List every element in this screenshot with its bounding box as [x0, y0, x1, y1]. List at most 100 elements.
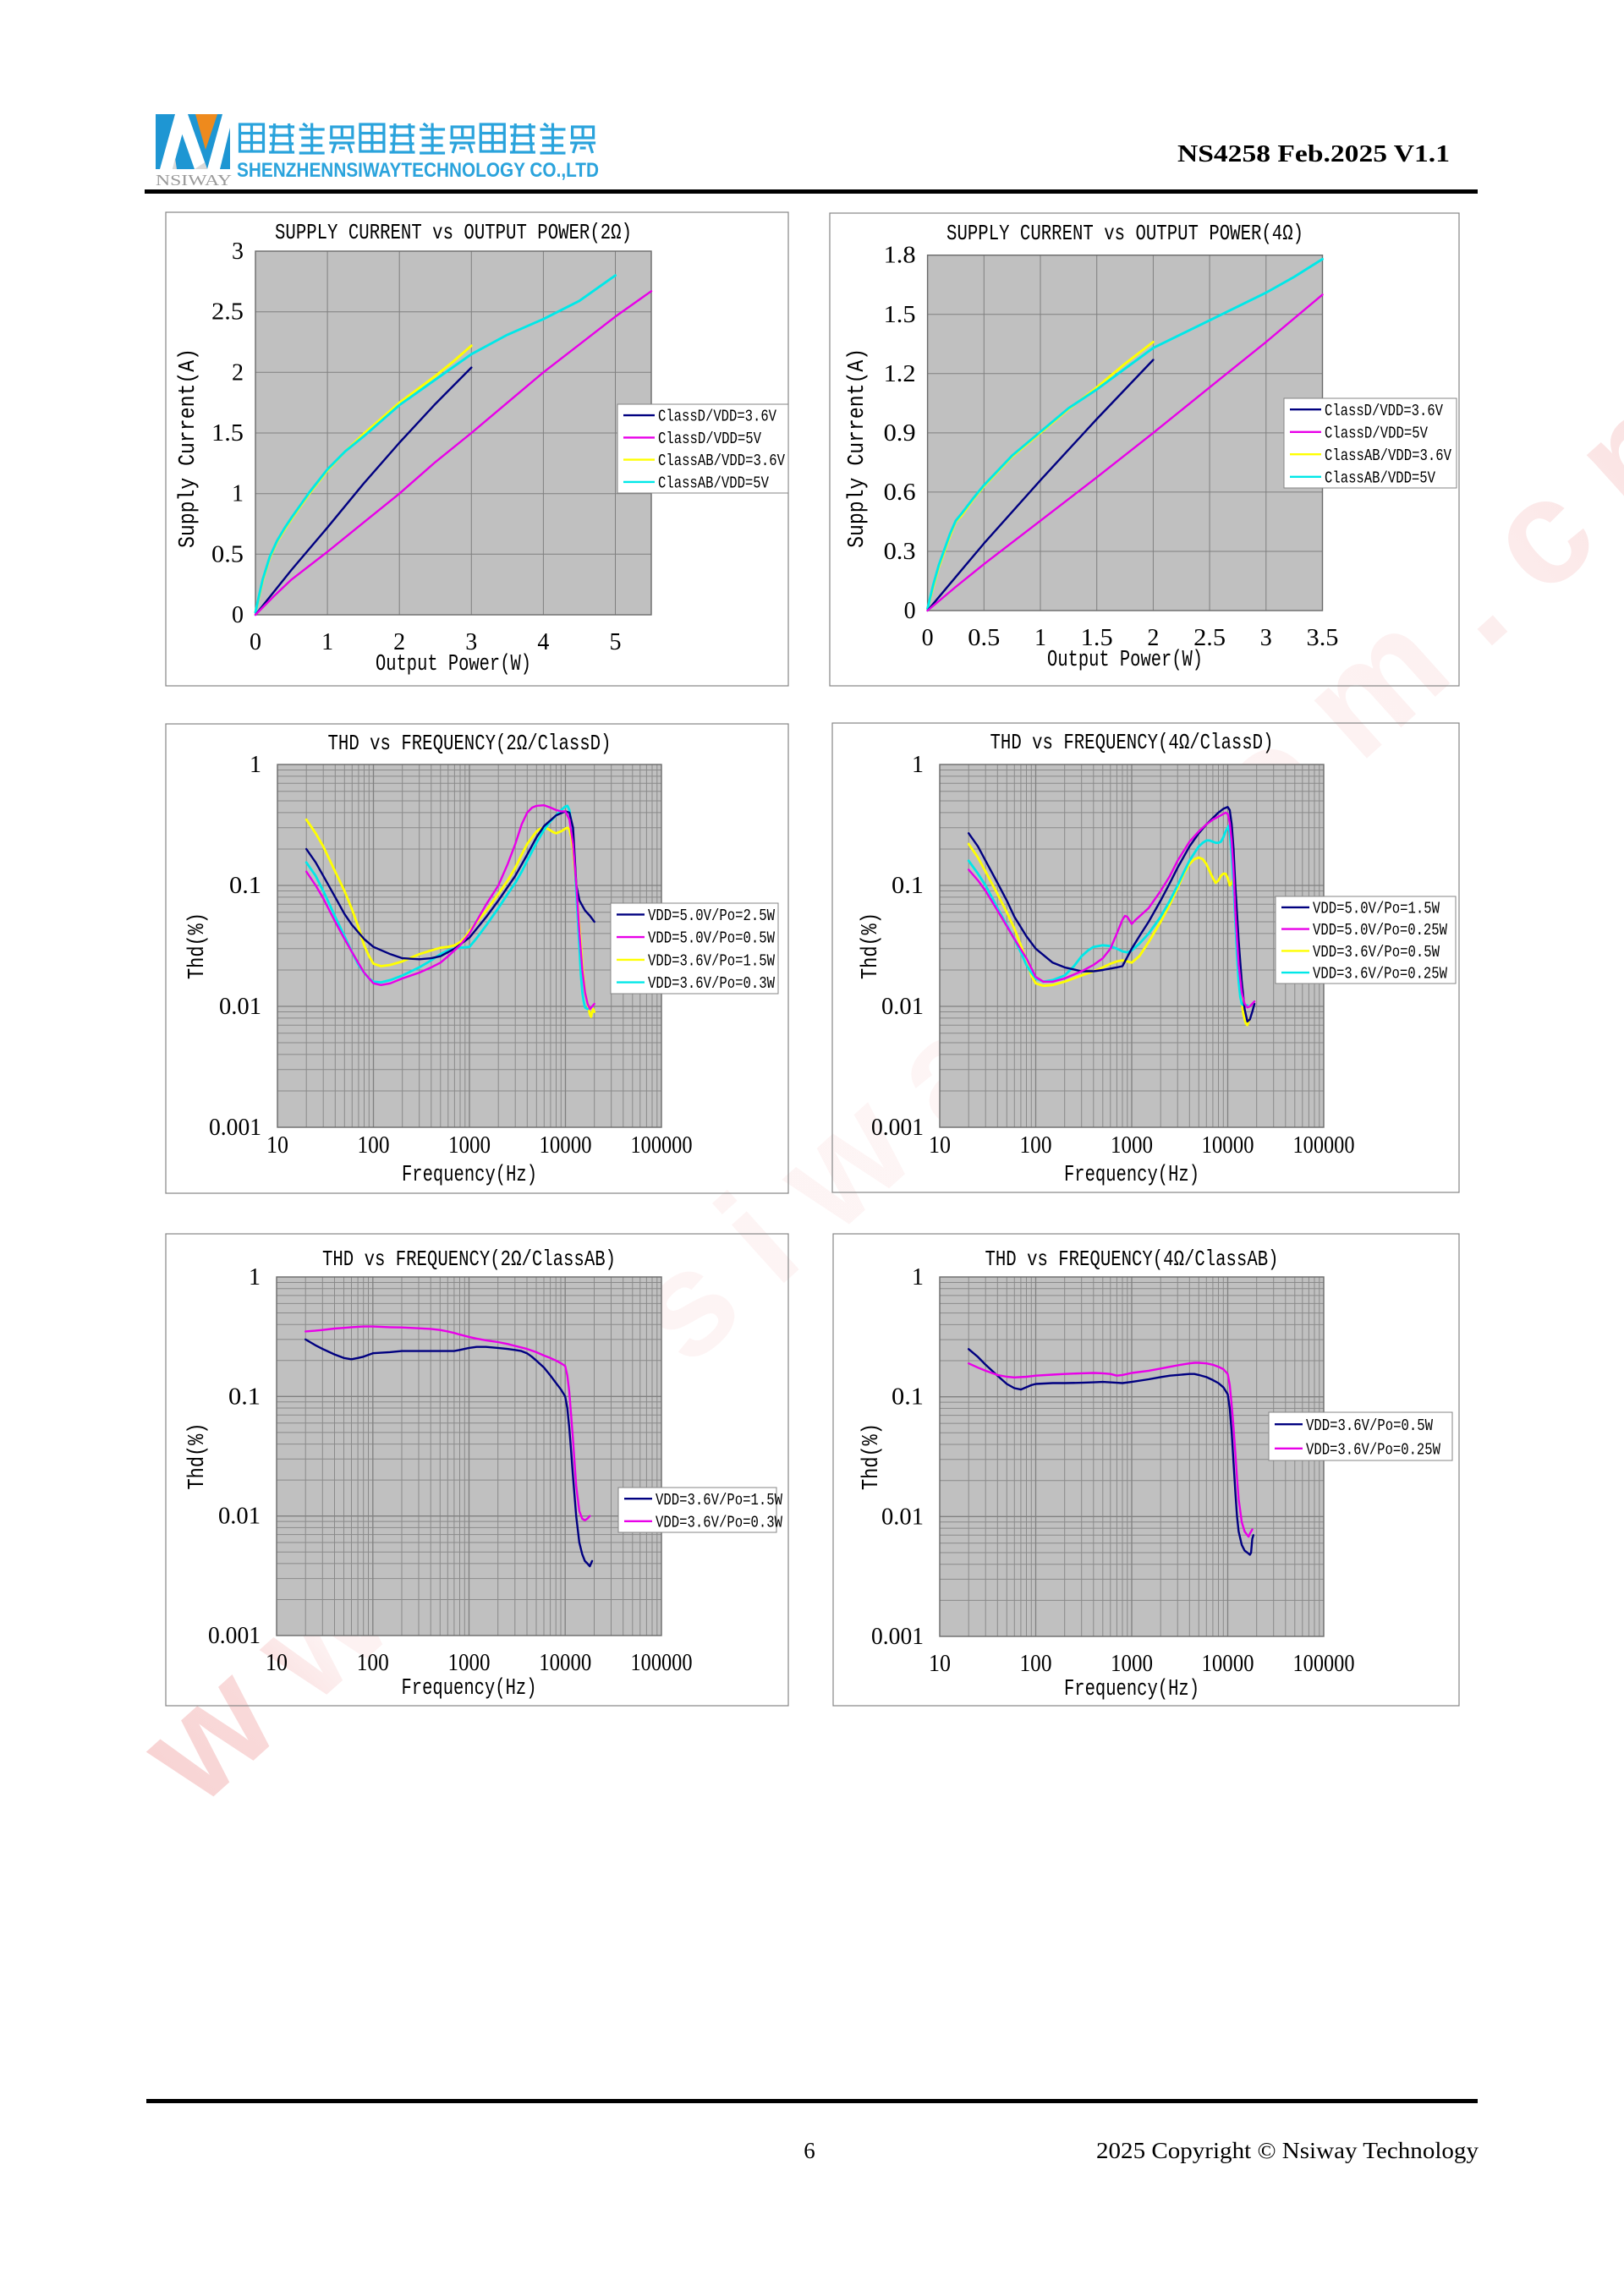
svg-text:THD vs FREQUENCY(2Ω/ClassAB): THD vs FREQUENCY(2Ω/ClassAB)	[322, 1247, 616, 1272]
svg-text:Supply Current(A): Supply Current(A)	[845, 348, 870, 548]
svg-text:10000: 10000	[540, 1132, 592, 1159]
svg-text:VDD=5.0V/Po=0.5W: VDD=5.0V/Po=0.5W	[648, 929, 775, 948]
svg-text:10: 10	[929, 1651, 951, 1677]
svg-text:VDD=3.6V/Po=0.5W: VDD=3.6V/Po=0.5W	[1313, 943, 1440, 962]
svg-text:100000: 100000	[631, 1132, 693, 1159]
svg-text:100000: 100000	[1293, 1132, 1355, 1159]
svg-text:NS4258 Feb.2025 V1.1: NS4258 Feb.2025 V1.1	[1177, 140, 1450, 167]
svg-text:1: 1	[912, 1264, 924, 1290]
svg-text:2: 2	[393, 629, 405, 655]
svg-text:0.01: 0.01	[881, 994, 924, 1020]
svg-text:3.5: 3.5	[1307, 625, 1339, 651]
svg-text:Output Power(W): Output Power(W)	[376, 652, 531, 677]
svg-text:1000: 1000	[448, 1132, 491, 1159]
svg-text:1: 1	[912, 752, 924, 778]
svg-text:Thd(%): Thd(%)	[185, 912, 211, 979]
svg-text:6: 6	[804, 2138, 815, 2163]
svg-text:ClassD/VDD=5V: ClassD/VDD=5V	[658, 430, 761, 448]
svg-text:1.2: 1.2	[884, 361, 916, 387]
svg-text:0: 0	[250, 629, 261, 655]
svg-text:1: 1	[232, 481, 244, 507]
svg-text:ClassAB/VDD=3.6V: ClassAB/VDD=3.6V	[1325, 447, 1451, 465]
svg-text:100: 100	[357, 1650, 389, 1676]
svg-text:ClassAB/VDD=5V: ClassAB/VDD=5V	[658, 474, 769, 492]
svg-text:NSIWAY: NSIWAY	[156, 172, 232, 189]
svg-text:SUPPLY CURRENT vs OUTPUT POWER: SUPPLY CURRENT vs OUTPUT POWER(2Ω)	[275, 220, 632, 245]
svg-text:10000: 10000	[1202, 1132, 1254, 1159]
svg-text:ClassAB/VDD=5V: ClassAB/VDD=5V	[1325, 469, 1435, 487]
svg-text:0.1: 0.1	[892, 873, 924, 899]
svg-text:10: 10	[929, 1132, 951, 1159]
svg-text:1: 1	[250, 752, 261, 778]
svg-text:SHENZHENNSIWAYTECHNOLOGY CO.,L: SHENZHENNSIWAYTECHNOLOGY CO.,LTD	[237, 159, 599, 182]
svg-text:3: 3	[1260, 625, 1272, 651]
svg-text:1.8: 1.8	[884, 243, 916, 269]
svg-text:0.5: 0.5	[968, 625, 1000, 651]
svg-text:1.5: 1.5	[211, 420, 244, 447]
svg-text:ClassD/VDD=3.6V: ClassD/VDD=3.6V	[1325, 402, 1443, 420]
svg-text:Frequency(Hz): Frequency(Hz)	[402, 1163, 537, 1188]
svg-text:Output Power(W): Output Power(W)	[1047, 648, 1203, 673]
svg-text:SUPPLY CURRENT vs OUTPUT POWER: SUPPLY CURRENT vs OUTPUT POWER(4Ω)	[946, 221, 1303, 246]
svg-text:2: 2	[232, 359, 244, 386]
svg-text:10: 10	[266, 1132, 288, 1159]
svg-text:0.001: 0.001	[209, 1115, 261, 1141]
svg-text:VDD=3.6V/Po=1.5W: VDD=3.6V/Po=1.5W	[648, 951, 775, 970]
svg-text:10: 10	[266, 1650, 288, 1676]
svg-text:0: 0	[922, 625, 934, 651]
svg-text:1.5: 1.5	[884, 302, 916, 328]
svg-text:1000: 1000	[448, 1650, 491, 1676]
svg-text:VDD=3.6V/Po=1.5W: VDD=3.6V/Po=1.5W	[656, 1491, 782, 1510]
svg-text:0.5: 0.5	[211, 541, 244, 567]
svg-text:THD vs FREQUENCY(4Ω/ClassAB): THD vs FREQUENCY(4Ω/ClassAB)	[985, 1247, 1279, 1272]
svg-text:Thd(%): Thd(%)	[185, 1423, 211, 1490]
svg-text:10000: 10000	[539, 1650, 591, 1676]
svg-text:VDD=3.6V/Po=0.25W: VDD=3.6V/Po=0.25W	[1306, 1440, 1440, 1459]
svg-text:Supply Current(A): Supply Current(A)	[176, 348, 201, 548]
svg-text:THD vs FREQUENCY(2Ω/ClassD): THD vs FREQUENCY(2Ω/ClassD)	[328, 731, 612, 756]
svg-text:100: 100	[1020, 1651, 1052, 1677]
svg-text:VDD=3.6V/Po=0.5W: VDD=3.6V/Po=0.5W	[1306, 1417, 1433, 1435]
svg-text:THD vs FREQUENCY(4Ω/ClassD): THD vs FREQUENCY(4Ω/ClassD)	[990, 730, 1274, 755]
svg-text:1: 1	[249, 1264, 261, 1290]
svg-text:0.001: 0.001	[871, 1624, 924, 1650]
svg-text:0.1: 0.1	[229, 873, 261, 899]
svg-text:3: 3	[232, 238, 244, 265]
svg-text:10000: 10000	[1202, 1651, 1254, 1677]
svg-text:100000: 100000	[631, 1650, 693, 1676]
svg-text:VDD=3.6V/Po=0.25W: VDD=3.6V/Po=0.25W	[1313, 965, 1447, 984]
svg-text:1: 1	[321, 629, 333, 655]
svg-text:VDD=3.6V/Po=0.3W: VDD=3.6V/Po=0.3W	[648, 974, 775, 993]
svg-text:1.5: 1.5	[1081, 625, 1113, 651]
svg-text:0.1: 0.1	[892, 1384, 924, 1411]
svg-text:VDD=5.0V/Po=2.5W: VDD=5.0V/Po=2.5W	[648, 907, 775, 925]
svg-text:0: 0	[904, 598, 916, 624]
svg-text:ClassD/VDD=5V: ClassD/VDD=5V	[1325, 424, 1428, 442]
svg-text:2025 Copyright © Nsiway Techno: 2025 Copyright © Nsiway Technology	[1096, 2138, 1479, 2163]
svg-text:1000: 1000	[1111, 1651, 1153, 1677]
svg-text:Frequency(Hz): Frequency(Hz)	[1064, 1677, 1199, 1702]
svg-text:0.1: 0.1	[228, 1384, 261, 1410]
svg-text:2.5: 2.5	[1193, 625, 1226, 651]
svg-text:0.3: 0.3	[884, 539, 916, 565]
svg-text:0.6: 0.6	[884, 479, 916, 506]
svg-text:0.01: 0.01	[219, 994, 261, 1020]
svg-text:100: 100	[1020, 1132, 1052, 1159]
svg-text:0: 0	[232, 602, 244, 628]
svg-text:Thd(%): Thd(%)	[859, 1423, 885, 1490]
svg-text:0.01: 0.01	[218, 1504, 261, 1530]
svg-text:100: 100	[358, 1132, 390, 1159]
svg-text:VDD=5.0V/Po=0.25W: VDD=5.0V/Po=0.25W	[1313, 921, 1447, 940]
svg-text:1000: 1000	[1111, 1132, 1153, 1159]
svg-text:5: 5	[609, 629, 621, 655]
svg-text:4: 4	[537, 629, 549, 655]
svg-text:VDD=5.0V/Po=1.5W: VDD=5.0V/Po=1.5W	[1313, 899, 1440, 918]
svg-text:2: 2	[1147, 625, 1159, 651]
svg-text:ClassAB/VDD=3.6V: ClassAB/VDD=3.6V	[658, 452, 785, 470]
svg-text:0.01: 0.01	[881, 1504, 924, 1530]
svg-text:2.5: 2.5	[211, 299, 244, 326]
svg-text:Frequency(Hz): Frequency(Hz)	[402, 1676, 537, 1701]
svg-text:ClassD/VDD=3.6V: ClassD/VDD=3.6V	[658, 408, 776, 426]
svg-text:VDD=3.6V/Po=0.3W: VDD=3.6V/Po=0.3W	[656, 1513, 782, 1532]
svg-text:1: 1	[1034, 625, 1046, 651]
